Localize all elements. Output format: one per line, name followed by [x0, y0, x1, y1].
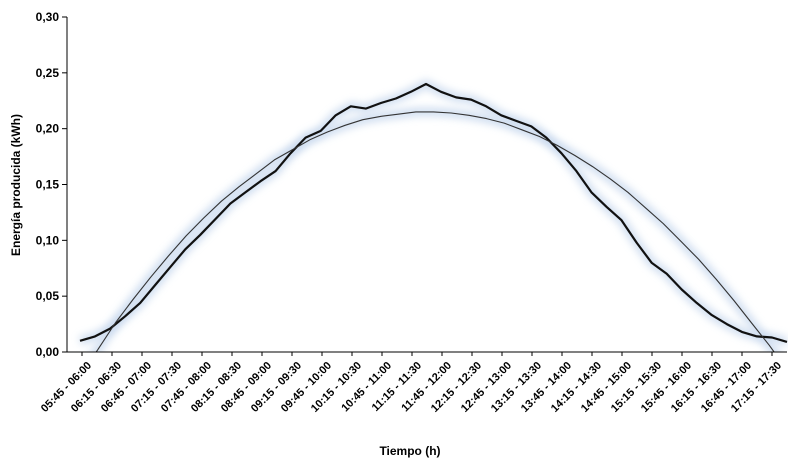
- y-tick-label: 0,30: [36, 10, 60, 24]
- series-line-1: [95, 111, 775, 352]
- x-tick-label: 05:45 - 06:00: [39, 360, 94, 415]
- y-axis-ticks: 0,00 0,05 0,10 0,15 0,20 0,25 0,30: [36, 10, 67, 359]
- series-glow-0: [78, 79, 788, 347]
- y-tick-label: 0,20: [36, 122, 60, 136]
- y-tick-label: 0,10: [36, 233, 60, 247]
- series-line-0: [79, 82, 788, 343]
- y-tick-label: 0,25: [36, 66, 60, 80]
- series-layer: [78, 79, 788, 352]
- y-tick-label: 0,05: [36, 289, 60, 303]
- x-axis-title: Tiempo (h): [379, 444, 440, 458]
- y-tick-label: 0,00: [36, 345, 60, 359]
- y-tick-label: 0,15: [36, 178, 60, 192]
- y-axis-title: Energía producida (kWh): [9, 114, 23, 256]
